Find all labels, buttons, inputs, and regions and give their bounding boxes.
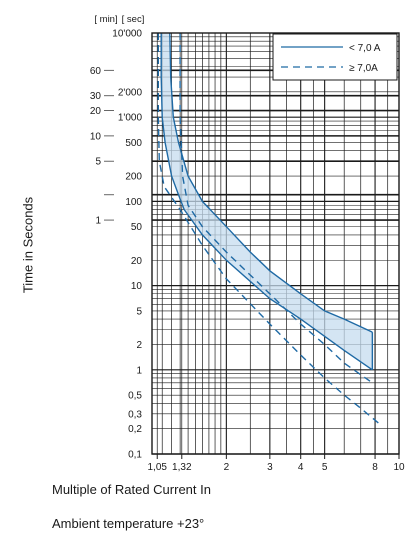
y-tick-label-sec: 0,2 bbox=[128, 424, 142, 435]
legend-label-1: ≥ 7,0A bbox=[349, 63, 378, 74]
y-tick-label-min: 60 bbox=[90, 66, 102, 77]
series-layer bbox=[157, 32, 380, 425]
y-tick-label-sec: 10'000 bbox=[112, 29, 142, 40]
y-tick-label-sec: 20 bbox=[131, 256, 143, 267]
y-tick-label-sec: 5 bbox=[136, 306, 142, 317]
y-tick-label-sec: 200 bbox=[125, 172, 142, 183]
legend-label-0: < 7,0 A bbox=[349, 43, 381, 54]
tick-labels: 1,05 1,32 2 3 4 5 8 10 [ min] [ sec] 10'000 2'000 1'… bbox=[90, 14, 405, 473]
x-axis-label: Multiple of Rated Current In bbox=[52, 482, 211, 497]
y-tick-label-sec: 0,5 bbox=[128, 391, 142, 402]
x-tick-label: 3 bbox=[267, 462, 273, 473]
plot-border bbox=[151, 32, 400, 455]
y-tick-label-sec: 2 bbox=[136, 340, 142, 351]
y-tick-label-min: 30 bbox=[90, 91, 102, 102]
plot-frame bbox=[151, 32, 400, 455]
y-tick-label-min: 10 bbox=[90, 131, 102, 142]
series-upper-curve-0 bbox=[169, 32, 373, 333]
y-tick-label-sec: 500 bbox=[125, 138, 142, 149]
ambient-temperature-note: Ambient temperature +23° bbox=[52, 516, 205, 531]
x-tick-label: 10 bbox=[393, 462, 405, 473]
y-tick-label-sec: 0,3 bbox=[128, 409, 142, 420]
x-tick-label: 5 bbox=[322, 462, 328, 473]
series-upper-curve-1 bbox=[179, 33, 373, 384]
y-tick-label-sec: 1 bbox=[136, 365, 142, 376]
x-tick-label: 1,32 bbox=[172, 462, 192, 473]
y-tick-label-sec: 0,1 bbox=[128, 450, 142, 461]
y-tick-label-sec: 10 bbox=[131, 281, 143, 292]
y-tick-label-sec: 2'000 bbox=[118, 87, 143, 98]
x-tick-label: 1,05 bbox=[147, 462, 167, 473]
y-unit-header: [ sec] bbox=[122, 14, 145, 25]
y-tick-label-min: 5 bbox=[95, 157, 101, 168]
legend: < 7,0 A ≥ 7,0A bbox=[272, 33, 398, 81]
y-unit-header: [ min] bbox=[94, 14, 117, 25]
y-tick-label-sec: 100 bbox=[125, 197, 142, 208]
grid bbox=[152, 33, 400, 455]
x-tick-label: 8 bbox=[372, 462, 378, 473]
y-axis-label: Time in Seconds bbox=[20, 196, 36, 294]
y-tick-label-sec: 50 bbox=[131, 222, 143, 233]
y-tick-label-sec: 1'000 bbox=[118, 113, 143, 124]
x-tick-label: 2 bbox=[224, 462, 230, 473]
y-tick-label-min: 1 bbox=[95, 216, 101, 227]
y-tick-label-min: 20 bbox=[90, 106, 102, 117]
series-lower-curve-0 bbox=[160, 33, 373, 371]
series-band-fill-0 bbox=[161, 33, 373, 370]
x-tick-label: 4 bbox=[298, 462, 304, 473]
series-lower-curve-1 bbox=[157, 33, 380, 425]
legend-box bbox=[272, 33, 398, 81]
